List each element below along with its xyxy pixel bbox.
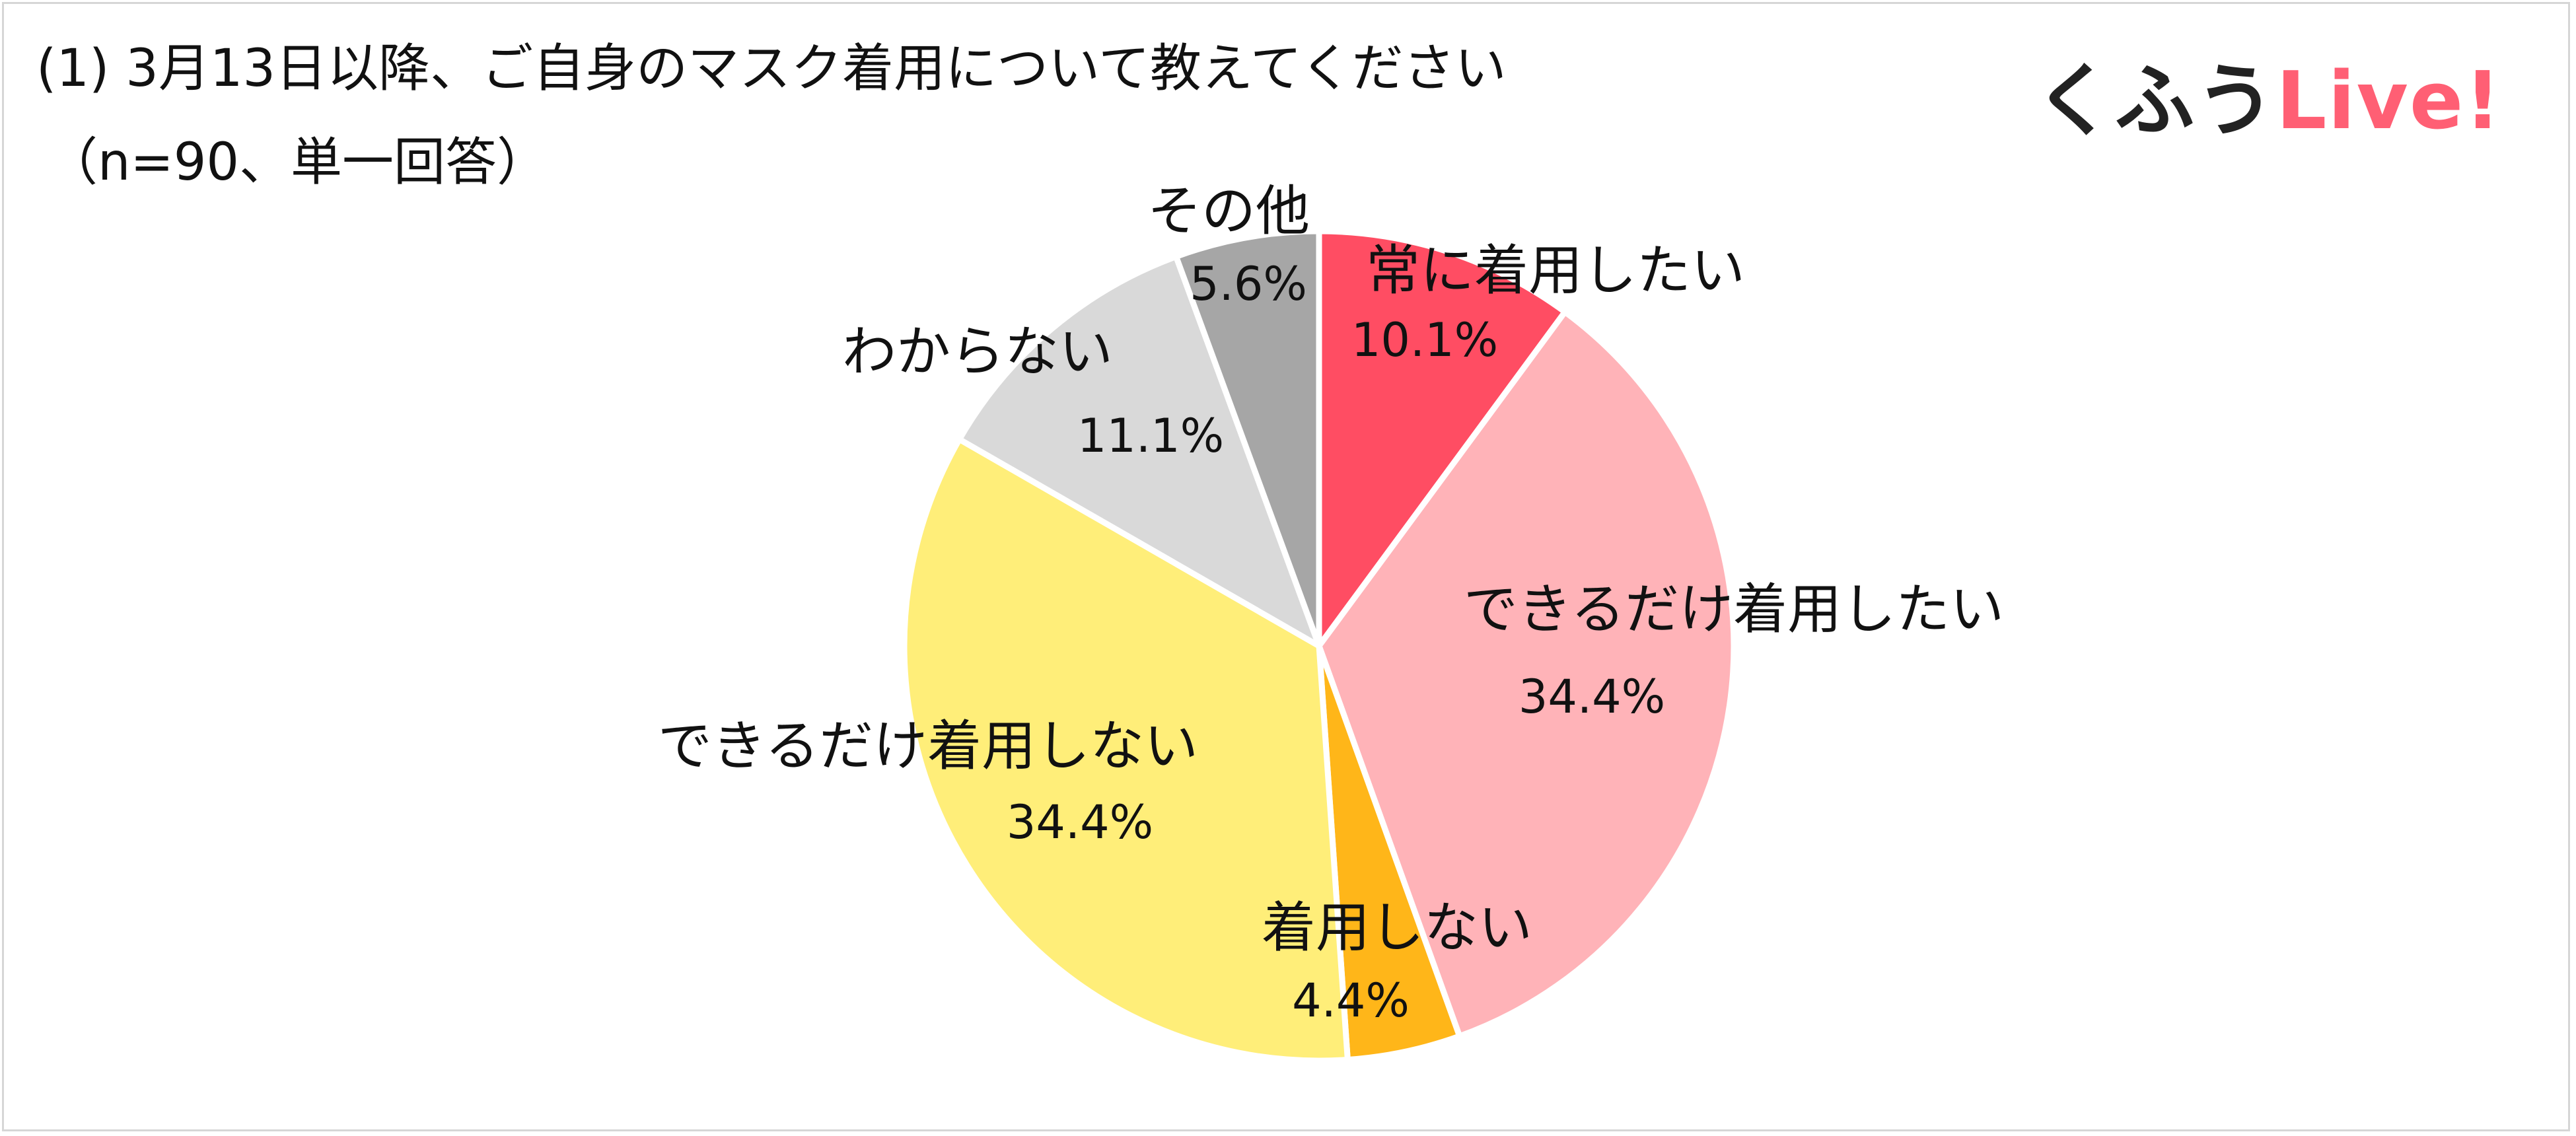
pie-slice-6 bbox=[1173, 228, 1322, 649]
slice-value-2: 34.4% bbox=[1519, 670, 1665, 724]
slice-label-1: 常に着用したい bbox=[1366, 239, 1745, 302]
pie-slice-4 bbox=[901, 436, 1351, 1064]
slice-label-6: その他 bbox=[1147, 180, 1310, 242]
slice-value-6: 5.6% bbox=[1190, 257, 1307, 311]
slice-label-3: 着用しない bbox=[1262, 896, 1532, 959]
slice-value-5: 11.1% bbox=[1077, 409, 1224, 463]
logo-text-live: Live! bbox=[2276, 55, 2502, 147]
logo-text-kufu: くふう bbox=[2034, 55, 2276, 147]
pie-slice-2 bbox=[1316, 308, 1737, 1040]
chart-title: (1) 3月13日以降、ご自身のマスク着用について教えてください bbox=[36, 39, 1507, 98]
slice-value-1: 10.1% bbox=[1351, 313, 1498, 367]
pie-labels: 常に着用したい 10.1% できるだけ着用したい 34.4% 着用しない 4.4% できるだ… bbox=[658, 180, 2004, 1028]
slice-label-5: わからない bbox=[842, 320, 1113, 383]
pie-slices bbox=[901, 228, 1737, 1064]
slice-value-4: 34.4% bbox=[1007, 795, 1153, 849]
slice-label-4: できるだけ着用しない bbox=[658, 715, 1198, 777]
slice-label-2: できるだけ着用したい bbox=[1464, 578, 2004, 641]
slice-value-3: 4.4% bbox=[1292, 974, 1410, 1028]
chart-subtitle: （n=90、単一回答） bbox=[46, 133, 549, 192]
pie-slice-1 bbox=[1316, 228, 1568, 649]
pie-slice-5 bbox=[956, 253, 1322, 649]
brand-logo: くふうLive! bbox=[2034, 36, 2502, 151]
